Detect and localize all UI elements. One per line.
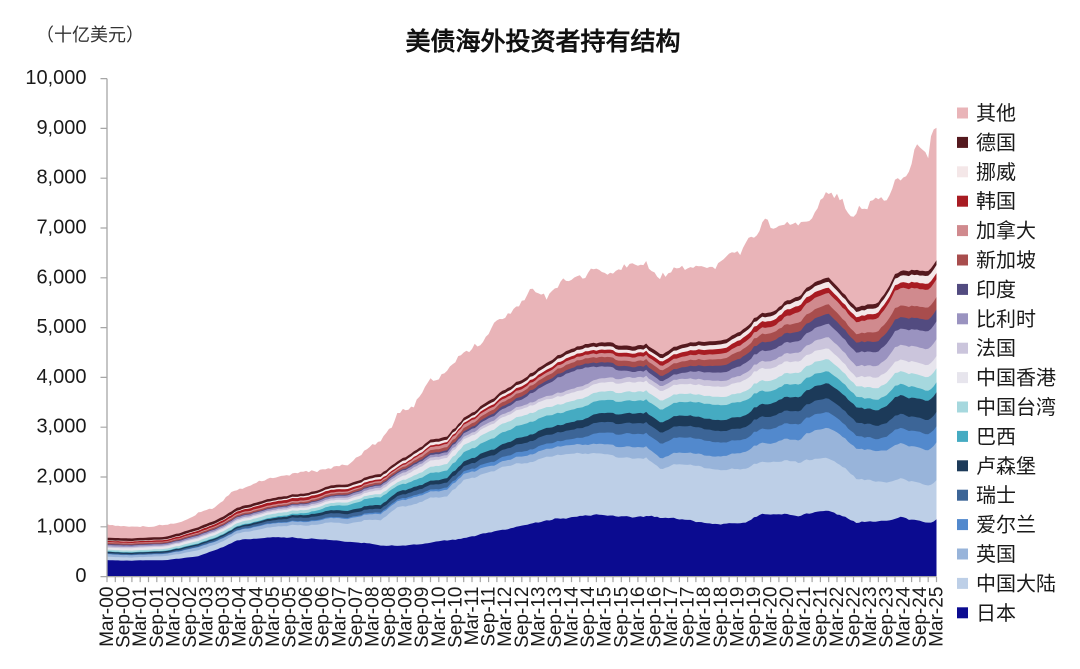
svg-text:Sep-13: Sep-13 (545, 587, 566, 648)
svg-text:Sep-12: Sep-12 (512, 587, 533, 648)
svg-text:法国: 法国 (976, 337, 1016, 360)
svg-text:挪威: 挪威 (976, 161, 1016, 184)
svg-text:Sep-06: Sep-06 (313, 587, 334, 648)
svg-text:8,000: 8,000 (36, 167, 86, 189)
svg-text:Mar-16: Mar-16 (628, 587, 649, 647)
svg-text:Mar-18: Mar-18 (694, 587, 715, 647)
svg-text:Sep-05: Sep-05 (280, 587, 301, 648)
svg-text:Mar-02: Mar-02 (163, 587, 184, 647)
svg-text:Mar-12: Mar-12 (495, 587, 516, 647)
svg-text:Mar-24: Mar-24 (893, 586, 914, 647)
svg-text:Mar-23: Mar-23 (860, 587, 881, 647)
svg-text:韩国: 韩国 (976, 190, 1016, 213)
svg-text:中国台湾: 中国台湾 (976, 396, 1056, 419)
svg-text:Sep-24: Sep-24 (910, 586, 931, 648)
svg-text:Mar-08: Mar-08 (362, 587, 383, 647)
svg-text:Sep-23: Sep-23 (877, 587, 898, 648)
svg-text:Sep-08: Sep-08 (379, 587, 400, 648)
svg-text:Sep-19: Sep-19 (744, 587, 765, 648)
svg-text:德国: 德国 (976, 131, 1016, 154)
svg-text:英国: 英国 (976, 543, 1016, 566)
svg-text:爱尔兰: 爱尔兰 (976, 514, 1036, 537)
svg-text:Mar-05: Mar-05 (263, 587, 284, 647)
svg-text:Sep-21: Sep-21 (810, 587, 831, 648)
svg-text:加拿大: 加拿大 (976, 219, 1036, 243)
svg-text:新加坡: 新加坡 (976, 249, 1036, 272)
svg-text:印度: 印度 (976, 278, 1016, 301)
svg-text:Sep-07: Sep-07 (346, 587, 367, 648)
svg-text:Mar-10: Mar-10 (429, 587, 450, 647)
svg-text:Sep-17: Sep-17 (678, 587, 699, 648)
svg-text:瑞士: 瑞士 (976, 484, 1016, 507)
svg-text:Mar-14: Mar-14 (562, 586, 583, 647)
svg-text:Sep-22: Sep-22 (844, 587, 865, 648)
svg-text:比利时: 比利时 (976, 308, 1036, 331)
svg-text:1,000: 1,000 (36, 515, 86, 537)
svg-text:Mar-13: Mar-13 (528, 587, 549, 647)
svg-text:其他: 其他 (976, 102, 1016, 125)
svg-text:日本: 日本 (976, 602, 1016, 625)
svg-text:中国香港: 中国香港 (976, 367, 1056, 390)
svg-text:5,000: 5,000 (36, 316, 86, 338)
svg-text:Sep-00: Sep-00 (114, 587, 135, 648)
svg-text:巴西: 巴西 (976, 426, 1016, 448)
svg-text:3,000: 3,000 (36, 416, 86, 438)
svg-text:中国大陆: 中国大陆 (976, 572, 1056, 595)
svg-text:Mar-15: Mar-15 (595, 587, 616, 647)
svg-text:Mar-22: Mar-22 (827, 587, 848, 647)
svg-text:4,000: 4,000 (36, 366, 86, 388)
svg-text:Mar-03: Mar-03 (197, 587, 218, 647)
svg-text:10,000: 10,000 (25, 67, 86, 89)
svg-text:（十亿美元）: （十亿美元） (36, 25, 144, 45)
svg-text:Mar-09: Mar-09 (396, 587, 417, 647)
svg-text:美债海外投资者持有结构: 美债海外投资者持有结构 (405, 27, 680, 56)
svg-text:2,000: 2,000 (36, 466, 86, 488)
svg-text:Mar-25: Mar-25 (927, 587, 948, 647)
svg-text:Sep-20: Sep-20 (777, 587, 798, 648)
svg-text:Mar-07: Mar-07 (329, 587, 350, 647)
svg-text:Mar-17: Mar-17 (661, 587, 682, 647)
svg-text:Sep-04: Sep-04 (246, 586, 267, 648)
svg-text:Sep-01: Sep-01 (147, 587, 168, 648)
svg-text:9,000: 9,000 (36, 117, 86, 139)
svg-text:Mar-00: Mar-00 (97, 587, 118, 647)
svg-text:0: 0 (75, 565, 86, 587)
svg-text:Mar-04: Mar-04 (230, 586, 251, 647)
svg-text:Mar-21: Mar-21 (794, 587, 815, 647)
svg-text:Sep-10: Sep-10 (445, 587, 466, 648)
svg-text:Mar-11: Mar-11 (462, 587, 483, 646)
svg-text:Mar-20: Mar-20 (761, 587, 782, 647)
svg-text:Mar-01: Mar-01 (130, 587, 151, 647)
svg-text:Sep-03: Sep-03 (213, 587, 234, 648)
svg-text:7,000: 7,000 (36, 217, 86, 239)
svg-text:Sep-15: Sep-15 (611, 587, 632, 648)
svg-text:Sep-16: Sep-16 (645, 587, 666, 648)
svg-text:Mar-19: Mar-19 (727, 587, 748, 647)
svg-text:6,000: 6,000 (36, 266, 86, 288)
svg-text:Sep-09: Sep-09 (412, 587, 433, 648)
svg-text:卢森堡: 卢森堡 (976, 455, 1036, 478)
svg-text:Sep-11: Sep-11 (479, 587, 500, 647)
svg-text:Sep-14: Sep-14 (578, 586, 599, 648)
svg-text:Mar-06: Mar-06 (296, 587, 317, 647)
svg-text:Sep-02: Sep-02 (180, 587, 201, 648)
svg-text:Sep-18: Sep-18 (711, 587, 732, 648)
